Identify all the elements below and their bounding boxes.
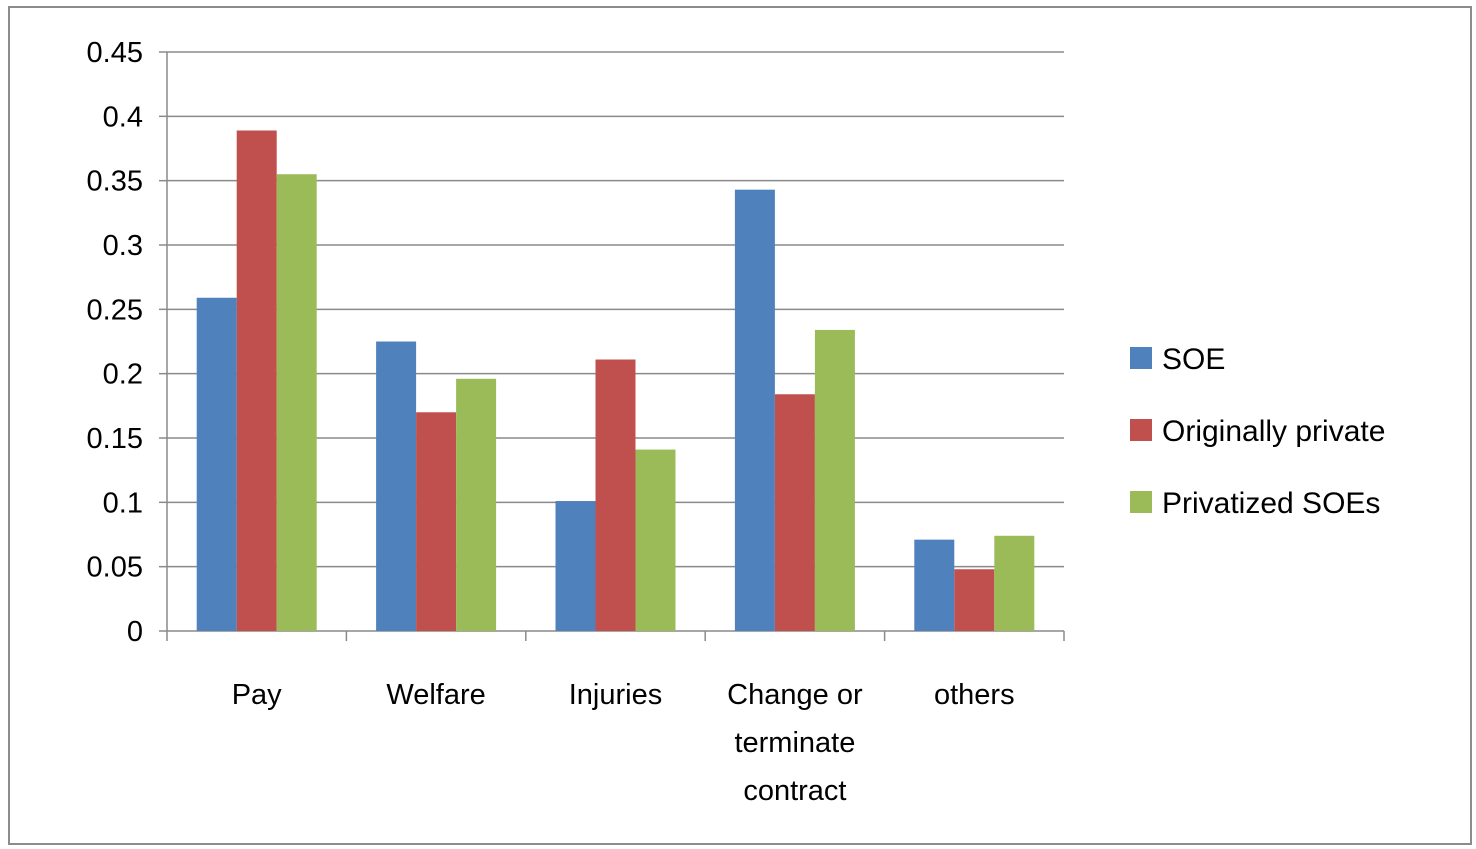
bar — [994, 535, 1035, 631]
y-tick-label: 0.3 — [103, 230, 143, 262]
x-tick-label: Pay — [232, 679, 282, 711]
bar — [555, 501, 596, 631]
y-tick-label: 0.2 — [103, 359, 143, 391]
bar — [734, 189, 775, 631]
bar — [416, 412, 457, 631]
y-tick-label: 0.15 — [87, 423, 143, 455]
y-tick-label: 0.4 — [103, 101, 143, 133]
y-tick-label: 0 — [127, 616, 143, 648]
x-tick-label: contract — [743, 775, 846, 807]
x-tick-label: Injuries — [569, 679, 663, 711]
bar — [595, 359, 636, 631]
legend-label: Originally private — [1162, 415, 1385, 448]
x-tick-label: others — [934, 679, 1015, 711]
bar — [376, 341, 417, 631]
x-tick-label: terminate — [734, 727, 855, 759]
bar — [814, 329, 855, 631]
bar — [276, 174, 317, 631]
y-tick-label: 0.35 — [87, 166, 143, 198]
legend-swatch — [1130, 347, 1152, 369]
bar — [774, 394, 815, 631]
y-tick-label: 0.1 — [103, 487, 143, 519]
y-tick-label: 0.45 — [87, 37, 143, 69]
bar — [456, 378, 497, 631]
x-tick-label: Change or — [727, 679, 863, 711]
legend-label: Privatized SOEs — [1162, 487, 1380, 520]
legend-label: SOE — [1162, 343, 1225, 376]
legend-swatch — [1130, 491, 1152, 513]
x-tick-label: Welfare — [386, 679, 485, 711]
bar — [196, 297, 237, 631]
legend-swatch — [1130, 419, 1152, 441]
y-tick-label: 0.05 — [87, 552, 143, 584]
bar — [954, 569, 995, 631]
bar — [914, 539, 955, 631]
y-tick-label: 0.25 — [87, 294, 143, 326]
bar — [236, 130, 277, 631]
bar — [635, 449, 676, 631]
